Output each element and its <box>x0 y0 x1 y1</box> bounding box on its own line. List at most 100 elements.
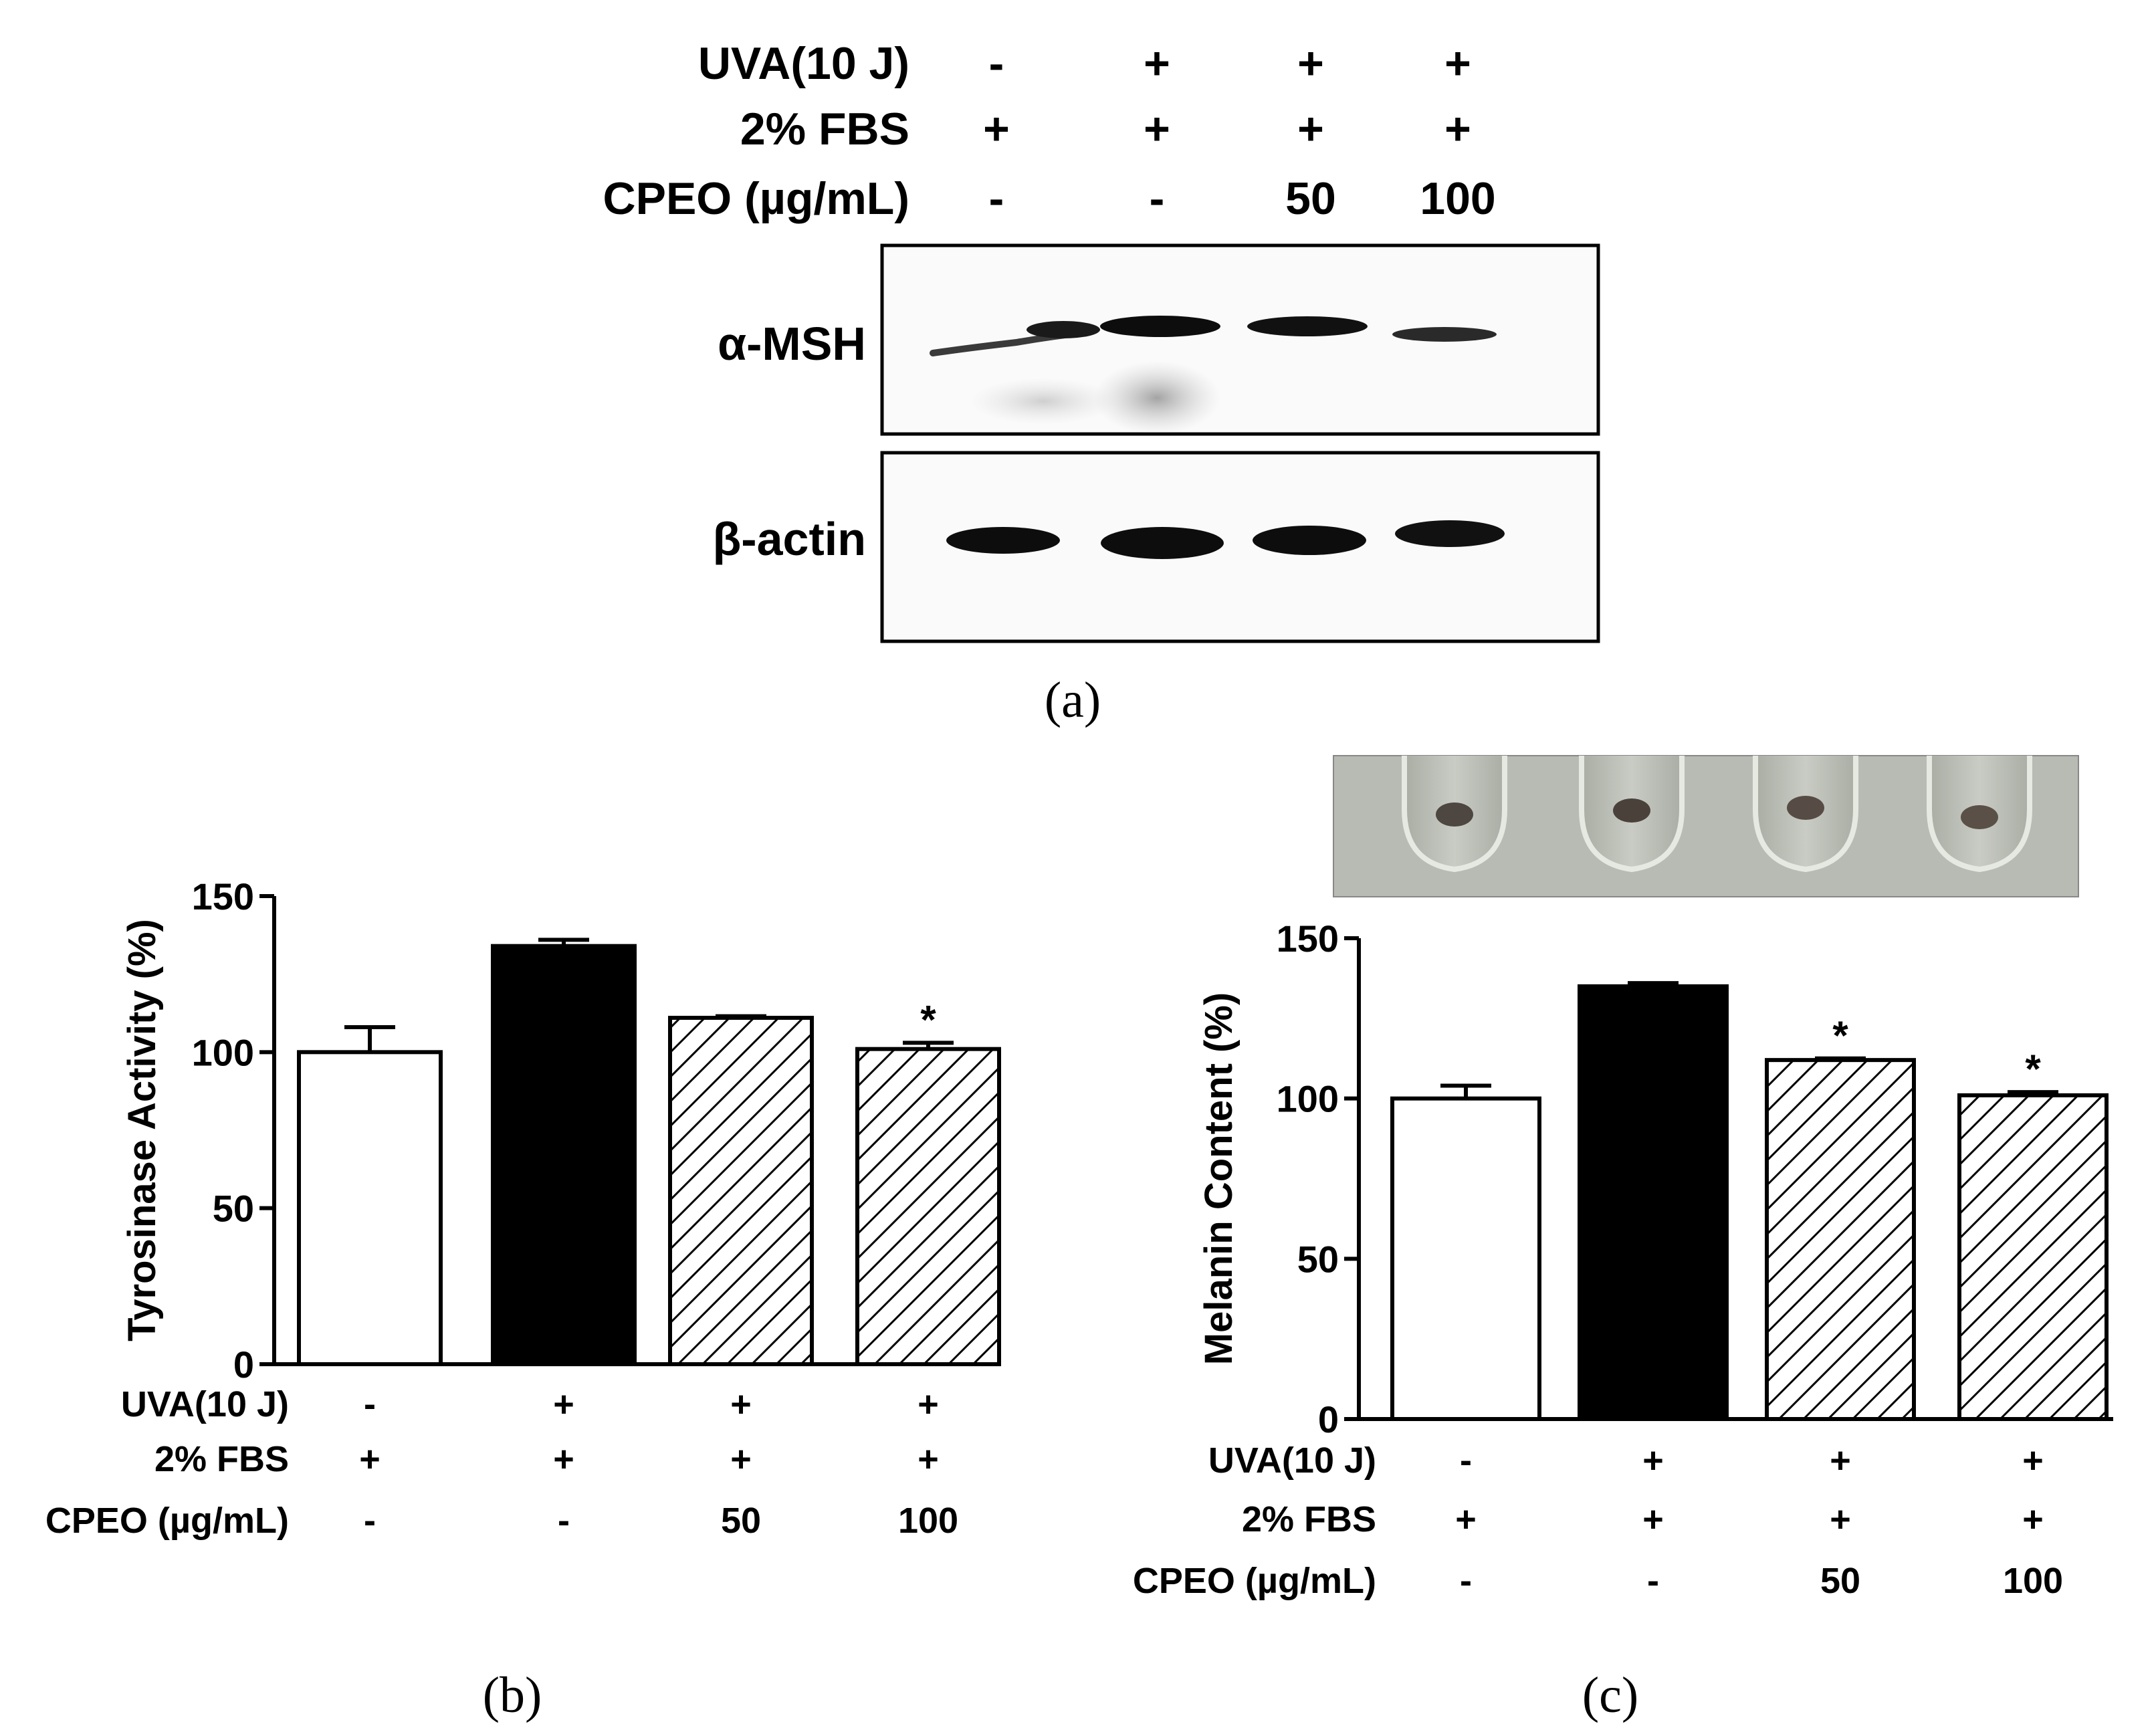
melanin-pellet <box>1961 805 1998 829</box>
y-tick-label: 150 <box>192 875 254 917</box>
row-label-uva: UVA(10 J) <box>698 38 909 89</box>
cpeo-dose-3: 50 <box>721 1501 761 1541</box>
uva-sign-2: + <box>1144 38 1170 89</box>
cpeo-dose-4: 100 <box>1420 173 1495 224</box>
blot-smear <box>1093 361 1220 435</box>
uva-sign-2: + <box>553 1384 574 1424</box>
cpeo-dose-4: 100 <box>2003 1561 2063 1601</box>
row-label-fbs: 2% FBS <box>740 104 909 154</box>
fbs-sign-4: + <box>2022 1499 2044 1539</box>
melanin-pellet <box>1436 802 1473 827</box>
tube <box>1927 756 2032 873</box>
blot-label-alpha-msh: α-MSH <box>718 318 866 370</box>
row-label-fbs: 2% FBS <box>1242 1499 1376 1539</box>
row-label-uva: UVA(10 J) <box>1208 1440 1376 1481</box>
uva-sign-1: - <box>989 38 1004 89</box>
cpeo-dose-1: - <box>989 173 1004 224</box>
panel-c-plot: 0 50 100 150 Melanin Content (%) * * <box>1197 917 2113 1440</box>
panel-c-treatment-table: UVA(10 J) 2% FBS CPEO (µg/mL) - + + + + … <box>1133 1440 2063 1601</box>
y-tick-label: 0 <box>1318 1398 1339 1440</box>
blot-label-beta-actin: β-actin <box>713 513 866 565</box>
blot-beta-actin-frame <box>880 451 1600 643</box>
blot-band <box>1100 316 1220 337</box>
fbs-sign-2: + <box>553 1439 574 1479</box>
y-tick-label: 0 <box>233 1343 254 1386</box>
row-label-cpeo: CPEO (µg/mL) <box>1133 1561 1376 1601</box>
cpeo-dose-3: 50 <box>1285 173 1336 224</box>
uva-sign-3: + <box>1297 38 1324 89</box>
y-tick-label: 50 <box>213 1188 254 1230</box>
significance-marker: * <box>2025 1047 2041 1091</box>
blot-band <box>1253 526 1366 555</box>
caption-c: (c) <box>1582 1667 1638 1723</box>
uva-sign-3: + <box>730 1384 752 1424</box>
melanin-pellet <box>1787 796 1824 820</box>
panel-c: 0 50 100 150 Melanin Content (%) * * UVA(10 J)… <box>1133 755 2113 1723</box>
bar <box>491 944 637 1366</box>
row-label-uva: UVA(10 J) <box>121 1384 289 1424</box>
cpeo-dose-1: - <box>364 1501 376 1541</box>
bar <box>297 1050 443 1367</box>
fbs-sign-4: + <box>918 1439 939 1479</box>
panel-a: UVA(10 J) 2% FBS CPEO (µg/mL) - + + + + … <box>603 38 1600 728</box>
fbs-sign-3: + <box>730 1439 752 1479</box>
row-label-cpeo: CPEO (µg/mL) <box>603 173 909 224</box>
fbs-sign-1: + <box>359 1439 381 1479</box>
bar <box>1957 1093 2109 1421</box>
significance-marker: * <box>920 997 936 1042</box>
panel-a-treatment-table: UVA(10 J) 2% FBS CPEO (µg/mL) - + + + + … <box>603 38 1495 224</box>
cpeo-dose-2: - <box>558 1501 570 1541</box>
melanin-pellet <box>1613 798 1650 823</box>
caption-b: (b) <box>483 1667 542 1723</box>
tube <box>1753 756 1858 873</box>
panel-b-plot: 0 50 100 150 Tyrosinase Activity (%) * <box>120 875 1001 1386</box>
bar <box>1765 1058 1916 1421</box>
fbs-sign-3: + <box>1830 1499 1851 1539</box>
blot-band <box>1392 327 1497 342</box>
cpeo-dose-2: - <box>1647 1561 1659 1601</box>
y-tick-label: 150 <box>1277 917 1339 960</box>
tube <box>1579 756 1685 873</box>
panel-b-treatment-table: UVA(10 J) 2% FBS CPEO (µg/mL) - + + + + … <box>45 1384 958 1541</box>
tube-photo <box>1333 755 2079 897</box>
caption-a: (a) <box>1045 672 1101 728</box>
fbs-sign-2: + <box>1144 104 1170 154</box>
cpeo-dose-2: - <box>1150 173 1165 224</box>
uva-sign-1: - <box>364 1384 376 1424</box>
y-axis-label: Tyrosinase Activity (%) <box>120 919 164 1341</box>
blot-alpha-msh: α-MSH <box>718 243 1600 436</box>
blot-band <box>1395 520 1505 547</box>
uva-sign-1: - <box>1460 1440 1472 1481</box>
row-label-cpeo: CPEO (µg/mL) <box>45 1501 289 1541</box>
cpeo-dose-1: - <box>1460 1561 1472 1601</box>
fbs-sign-4: + <box>1444 104 1471 154</box>
fbs-sign-1: + <box>983 104 1010 154</box>
fbs-sign-1: + <box>1455 1499 1477 1539</box>
uva-sign-3: + <box>1830 1440 1851 1481</box>
blot-band <box>1247 316 1368 336</box>
blot-smear <box>970 378 1117 425</box>
blot-band <box>946 527 1060 554</box>
y-tick-label: 50 <box>1297 1238 1339 1280</box>
fbs-sign-2: + <box>1642 1499 1664 1539</box>
y-axis-label: Melanin Content (%) <box>1197 992 1241 1365</box>
panel-b: 0 50 100 150 Tyrosinase Activity (%) * UVA(10… <box>45 875 1001 1723</box>
bar <box>1578 984 1729 1421</box>
bar <box>1390 1096 1541 1421</box>
y-tick-label: 100 <box>1277 1078 1339 1120</box>
cpeo-dose-4: 100 <box>898 1501 958 1541</box>
blot-beta-actin: β-actin <box>713 451 1600 643</box>
uva-sign-4: + <box>2022 1440 2044 1481</box>
fbs-sign-3: + <box>1297 104 1324 154</box>
tube <box>1402 756 1507 873</box>
significance-marker: * <box>1832 1013 1848 1058</box>
uva-sign-4: + <box>1444 38 1471 89</box>
blot-band <box>1101 527 1224 559</box>
uva-sign-4: + <box>918 1384 939 1424</box>
y-tick-label: 100 <box>192 1031 254 1073</box>
uva-sign-2: + <box>1642 1440 1664 1481</box>
bar <box>855 1047 1001 1366</box>
bar <box>668 1016 814 1366</box>
blot-band <box>1027 321 1100 338</box>
